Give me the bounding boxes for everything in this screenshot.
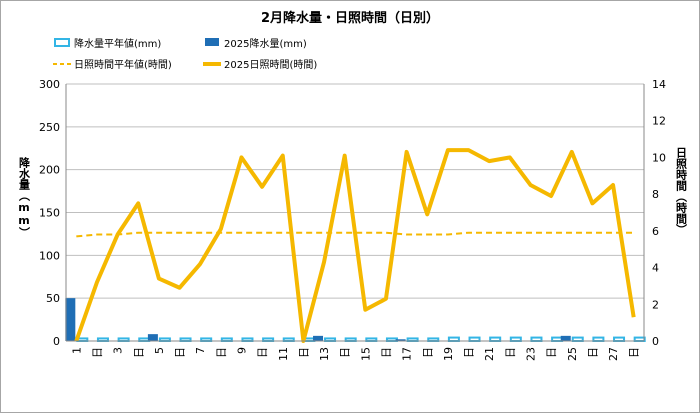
bar-normal-precip [511,338,521,341]
x-tick-label: 日 [132,347,145,358]
x-tick-label: 日 [380,347,393,358]
legend-label-normal-sunshine: 日照時間平年値(時間) [74,58,172,71]
y-right-tick-label: 14 [652,78,666,91]
y-right-tick-label: 4 [652,262,659,275]
x-tick-label: 13 [318,347,331,361]
bar-normal-precip [531,338,541,341]
legend-label-2025-sunshine: 2025日照時間(時間) [224,59,317,71]
x-tick-label: 日 [297,347,310,358]
x-tick-label: 日 [174,347,187,358]
x-tick-label: 5 [153,347,166,354]
x-tick-label: 日 [91,347,104,358]
x-tick-label: 日 [463,347,476,358]
x-tick-label: 19 [442,347,455,361]
bar-normal-precip [470,338,480,341]
x-tick-label: 日 [339,347,352,358]
x-tick-label: 日 [586,347,599,358]
x-tick-label: 日 [504,347,517,358]
y-right-tick-label: 6 [652,225,659,238]
y-right-tick-label: 12 [652,115,666,128]
x-tick-label: 日 [628,347,641,358]
x-tick-label: 日 [256,347,269,358]
y-left-tick-label: 150 [39,207,60,220]
x-tick-label: 1 [70,347,83,354]
x-tick-label: 3 [112,347,125,354]
bar-normal-precip [573,338,583,341]
y-left-tick-label: 200 [39,164,60,177]
x-tick-label: 11 [277,347,290,361]
x-tick-label: 7 [194,347,207,354]
legend-label-2025-precip: 2025降水量(mm) [224,37,307,50]
y-left-tick-label: 0 [53,335,60,348]
chart-title: 2月降水量・日照時間（日別） [261,10,439,26]
bar-normal-precip [593,338,603,341]
bar-2025-precip [65,298,75,341]
bar-2025-precip [313,336,323,341]
x-tick-label: 9 [235,347,248,354]
y-left-tick-label: 50 [46,292,60,305]
legend-swatch-2025-precip [205,38,219,46]
bar-normal-precip [490,338,500,341]
y-right-tick-label: 2 [652,298,659,311]
x-tick-label: 日 [421,347,434,358]
bar-normal-precip [449,338,459,341]
y-axis-left-title: 降水量（mm） [18,156,32,238]
y-axis-right-title: 日照時間（時間） [675,147,689,235]
x-tick-label: 27 [607,347,620,361]
y-right-tick-label: 10 [652,151,666,164]
y-right-tick-label: 0 [652,335,659,348]
bar-normal-precip [552,338,562,341]
x-tick-label: 21 [483,347,496,361]
y-left-tick-label: 300 [39,78,60,91]
y-left-tick-label: 100 [39,249,60,262]
legend-swatch-normal-precip [55,39,69,46]
x-tick-label: 25 [566,347,579,361]
x-tick-label: 15 [359,347,372,361]
x-tick-label: 日 [545,347,558,358]
bar-2025-precip [561,336,571,341]
y-left-tick-label: 250 [39,121,60,134]
x-tick-label: 17 [401,347,414,361]
y-right-tick-label: 8 [652,188,659,201]
legend-label-normal-precip: 降水量平年値(mm) [74,37,161,50]
x-tick-label: 日 [215,347,228,358]
x-tick-label: 23 [524,347,537,361]
bar-2025-precip [148,334,158,341]
bar-normal-precip [635,338,645,341]
bar-normal-precip [614,338,624,341]
